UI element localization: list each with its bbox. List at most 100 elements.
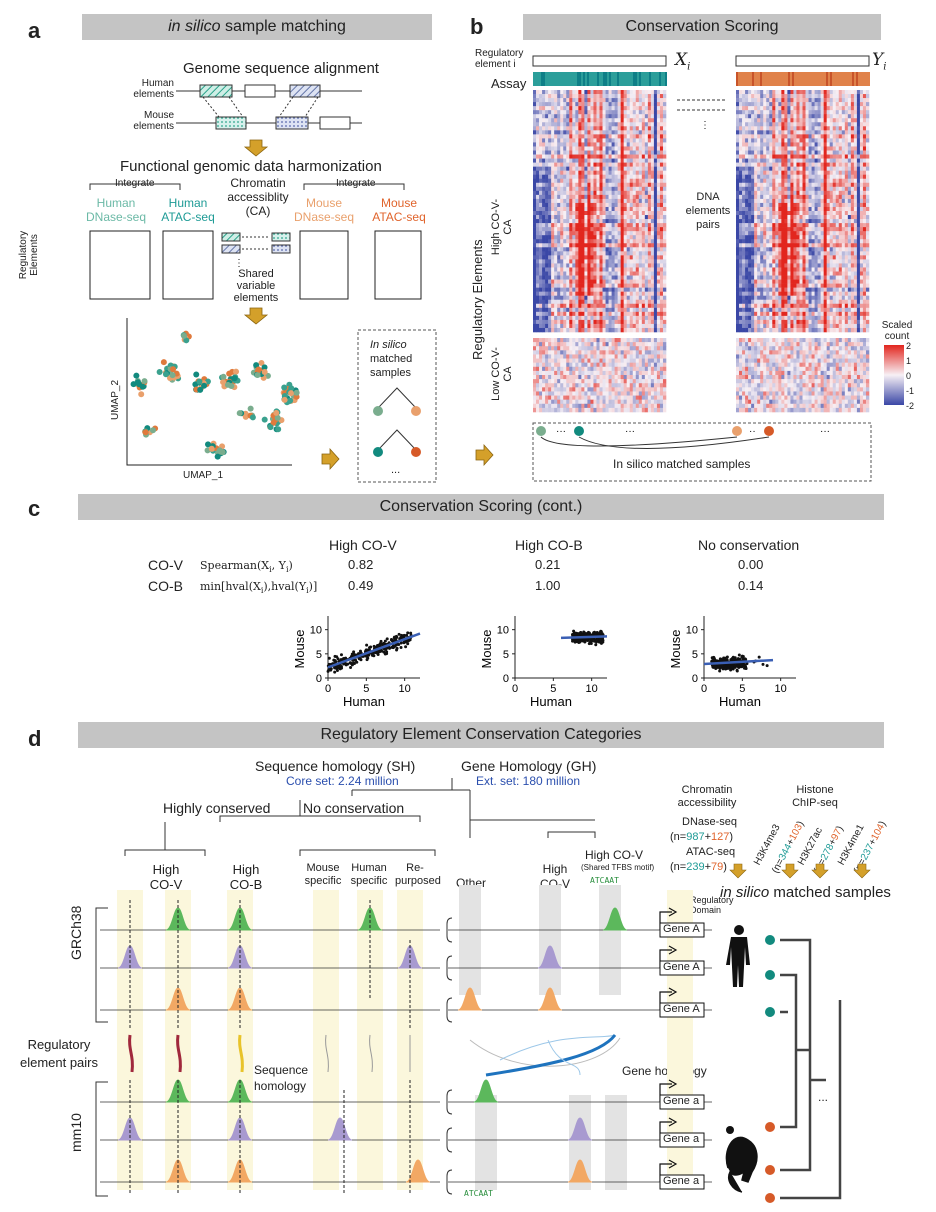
panel-a-title: in silico sample matching (82, 14, 432, 40)
scatter-point (352, 650, 356, 654)
scatter-point (333, 660, 337, 664)
scatter-point (385, 650, 389, 654)
xi-label: Xi (675, 50, 691, 73)
matched-a-ellipsis: ... (391, 464, 401, 476)
scatter-point (365, 643, 369, 647)
x-tick-label: 0 (512, 683, 518, 695)
scatter-point (372, 644, 376, 648)
gene-box-label: Gene A (663, 1003, 700, 1015)
scatter-point (385, 637, 389, 641)
legend-tick: -2 (906, 401, 915, 411)
gene-box-label: Gene A (663, 923, 700, 935)
y-tick-label: 0 (316, 673, 322, 685)
regulatory-element-i-label: Regulatory element i (475, 48, 524, 70)
integrate-right-label: Integrate (336, 178, 376, 189)
scatter-point (400, 635, 404, 639)
scatter-point (379, 639, 383, 643)
dna-pairs-label: DNA elements pairs (685, 191, 731, 231)
scatter-point (335, 668, 339, 672)
panel-b-letter: b (470, 14, 484, 39)
integrate-left-label: Integrate (115, 178, 155, 189)
x-axis-label: Human (343, 694, 385, 709)
scatter-point (383, 639, 387, 643)
scatter-point (404, 640, 408, 644)
scatter-point (402, 633, 406, 637)
scatter-point (405, 633, 409, 637)
scatter-point (369, 645, 373, 649)
x-tick-label: 10 (399, 683, 411, 695)
yi-label: Yi (872, 50, 887, 73)
cob-label: CO-B (148, 578, 183, 594)
col-noconserv-title: No conservation (698, 537, 800, 553)
assay-label: Assay (491, 76, 527, 91)
scatter-point (344, 663, 348, 667)
scatter-point (371, 651, 375, 655)
col-noconserv-cov: 0.00 (738, 557, 764, 572)
x-tick-label: 0 (325, 683, 331, 695)
scatter-point (327, 668, 331, 672)
human-atac-label: Human ATAC-seq (161, 196, 215, 224)
gene-box-label: Gene a (663, 1175, 700, 1187)
scatter-point (339, 658, 343, 662)
trend-line (327, 632, 421, 669)
legend-tick: 2 (906, 341, 912, 351)
scatter-point (406, 631, 410, 635)
human-elements-label: Human elements (133, 78, 174, 100)
harmonization-label: Functional genomic data harmonization (120, 158, 382, 175)
umap-x-label: UMAP_1 (183, 470, 224, 481)
x-tick-label: 10 (586, 683, 598, 695)
chromatin-label: Chromatin accessiblity (CA) (227, 176, 289, 218)
scatter-point (352, 661, 356, 665)
motif-logo-icon: ATCAAT (590, 876, 619, 885)
gene-box-label: Gene a (663, 1133, 700, 1145)
genome-alignment-label: Genome sequence alignment (183, 60, 379, 77)
shared-variable-label: Shared variable elements (233, 268, 279, 304)
scatter-point (357, 652, 361, 656)
col-high-cov-cov: 0.82 (348, 557, 374, 572)
col-high-cov-cob: 0.49 (348, 578, 374, 593)
matched-samples-a-label: In silico matched samples (370, 339, 413, 379)
scatter-point (349, 661, 353, 665)
cov-label: CO-V (148, 557, 183, 573)
scatter-point (364, 654, 368, 658)
color-legend (884, 345, 904, 405)
scatter-point (349, 666, 353, 670)
mouse-atac-label: Mouse ATAC-seq (372, 196, 426, 224)
scatter-point (395, 646, 399, 650)
y-axis-label: Mouse (292, 629, 307, 668)
x-tick-label: 5 (550, 683, 556, 695)
x-tick-label: 5 (363, 683, 369, 695)
scatter-point (333, 654, 337, 658)
scatter-point (359, 658, 363, 662)
col-noconserv-cob: 0.14 (738, 578, 764, 593)
scatter-point (392, 635, 396, 639)
gene-box-label: Gene A (663, 961, 700, 973)
y-tick-label: 10 (497, 625, 509, 637)
scatter-point (399, 646, 403, 650)
y-tick-label: 0 (503, 673, 509, 685)
col-high-cov-title: High CO-V (329, 537, 397, 553)
mouse-elements-label: Mouse elements (133, 110, 174, 132)
col-high-cob-title: High CO-B (515, 537, 583, 553)
panel-a-letter: a (28, 18, 41, 43)
y-tick-label: 10 (310, 625, 322, 637)
col-high-cob-cob: 1.00 (535, 578, 561, 593)
cov-formula: Spearman(Xi, Yi) (200, 559, 293, 575)
cob-formula: min[hval(Xi),hval(Yi)] (200, 580, 318, 596)
scatter-point (376, 653, 380, 657)
scatter-point (379, 642, 383, 646)
legend-tick: 1 (906, 356, 912, 366)
panel-c-title: Conservation Scoring (cont.) (78, 494, 884, 520)
y-tick-label: 5 (503, 649, 509, 661)
legend-tick: 0 (906, 371, 912, 381)
scatter-point (399, 641, 403, 645)
col-high-cob-cov: 0.21 (535, 557, 561, 572)
panel-b-title: Conservation Scoring (523, 14, 881, 40)
mouse-dnase-label: Mouse DNase-seq (293, 196, 355, 224)
y-tick-label: 5 (316, 649, 322, 661)
scatter-point (397, 632, 401, 636)
